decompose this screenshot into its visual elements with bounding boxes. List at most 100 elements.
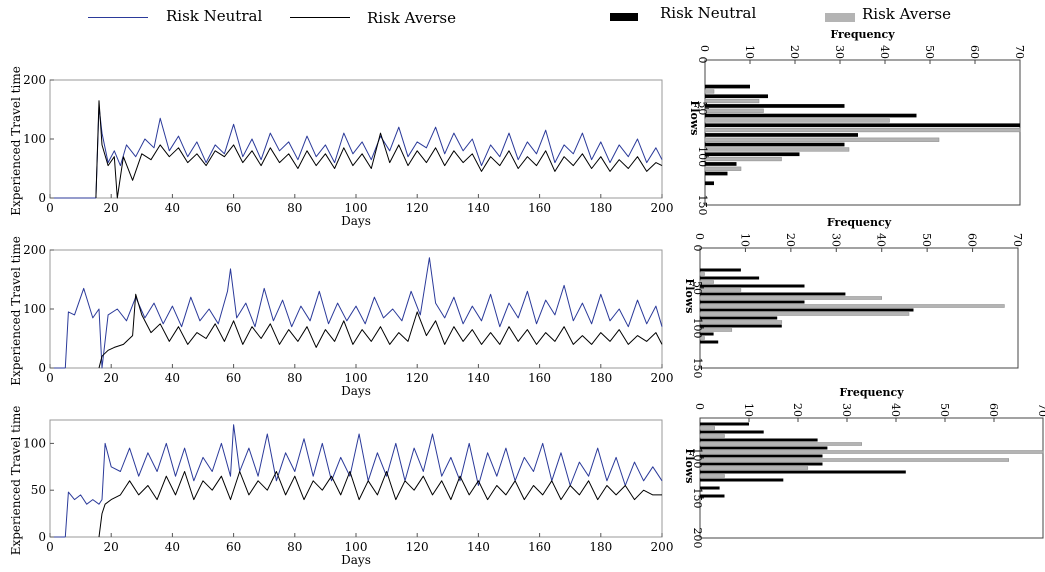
bar-risk-neutral bbox=[700, 324, 782, 328]
bar-risk-neutral bbox=[700, 300, 805, 304]
x-tick-label: 120 bbox=[406, 201, 429, 215]
plot-frame bbox=[49, 419, 663, 538]
flow-axis-label: Flows bbox=[683, 279, 696, 314]
x-tick-label: 0 bbox=[46, 540, 54, 554]
series-line-risk-neutral bbox=[64, 424, 663, 538]
x-axis-label: Days bbox=[341, 384, 371, 398]
bar-risk-averse bbox=[699, 434, 725, 438]
bar-risk-averse bbox=[704, 147, 850, 152]
bar-risk-averse bbox=[699, 474, 725, 478]
freq-tick-label: 40 bbox=[875, 233, 888, 247]
x-tick-label: 140 bbox=[467, 201, 490, 215]
bar-risk-neutral bbox=[700, 462, 823, 466]
x-axis-label: Days bbox=[341, 553, 371, 567]
y-tick-label: 100 bbox=[23, 302, 46, 316]
line-chart-1: 0 20 40 60 80 100 120 140 160 180 200 0 100 200 Days Ex… bbox=[9, 236, 673, 398]
y-axis-label: Experienced Travel time bbox=[9, 236, 23, 386]
series-line-risk-neutral bbox=[64, 257, 663, 369]
bar-risk-neutral bbox=[700, 292, 846, 296]
freq-tick-label: 0 bbox=[698, 45, 711, 52]
x-tick-label: 80 bbox=[287, 201, 302, 215]
bar-risk-neutral bbox=[705, 113, 917, 118]
bar-chart-1: 0 10 20 30 40 50 60 70 Frequency 0 50 100 150 Flows bbox=[683, 216, 1024, 379]
freq-tick-label: 10 bbox=[738, 233, 751, 247]
flow-tick-label: 100 bbox=[691, 318, 704, 339]
bar-risk-neutral bbox=[700, 316, 778, 320]
freq-tick-label: 60 bbox=[966, 233, 979, 247]
x-tick-label: 180 bbox=[589, 201, 612, 215]
freq-tick-label: 0 bbox=[693, 233, 706, 240]
series-line-risk-neutral bbox=[95, 106, 663, 199]
x-tick-label: 80 bbox=[287, 540, 302, 554]
legend-label-risk-averse: Risk Averse bbox=[367, 9, 456, 27]
freq-tick-label: 30 bbox=[829, 233, 842, 247]
flow-axis-label: Flows bbox=[688, 101, 701, 136]
series-line-risk-averse bbox=[95, 100, 663, 199]
bar-risk-neutral bbox=[705, 84, 750, 89]
bar-risk-averse bbox=[699, 466, 809, 470]
freq-tick-label: 40 bbox=[878, 45, 891, 59]
bar-risk-neutral bbox=[705, 104, 845, 108]
freq-tick-label: 20 bbox=[784, 233, 797, 247]
freq-tick-label: 40 bbox=[889, 403, 902, 417]
x-tick-label: 20 bbox=[104, 540, 119, 554]
freq-tick-label: 70 bbox=[1011, 233, 1024, 247]
y-tick-label: 200 bbox=[23, 73, 46, 87]
flow-tick-label: 150 bbox=[696, 195, 709, 216]
freq-tick-label: 50 bbox=[923, 45, 936, 59]
x-tick-label: 80 bbox=[287, 371, 302, 385]
x-tick-label: 180 bbox=[589, 540, 612, 554]
bar-risk-neutral bbox=[700, 454, 823, 458]
bar-risk-averse bbox=[699, 450, 1044, 454]
y-tick-label: 50 bbox=[31, 483, 46, 497]
bar-risk-neutral bbox=[700, 308, 914, 312]
bar-frame bbox=[699, 417, 1044, 539]
x-tick-label: 200 bbox=[651, 371, 674, 385]
bar-risk-neutral bbox=[705, 133, 858, 137]
x-tick-label: 0 bbox=[46, 371, 54, 385]
freq-tick-label: 50 bbox=[920, 233, 933, 247]
legend-swatch-risk-neutral-bar bbox=[610, 13, 638, 21]
y-tick-label: 200 bbox=[23, 243, 46, 257]
bar-risk-averse bbox=[704, 108, 764, 113]
bar-risk-averse bbox=[699, 272, 705, 276]
freq-tick-label: 70 bbox=[1036, 403, 1045, 417]
flow-tick-label: 150 bbox=[691, 488, 704, 509]
flow-tick-label: 50 bbox=[696, 101, 709, 115]
freq-tick-label: 60 bbox=[968, 45, 981, 59]
bar-risk-neutral bbox=[705, 181, 714, 186]
y-tick-label: 0 bbox=[38, 191, 46, 205]
bar-risk-averse bbox=[699, 442, 862, 446]
freq-axis-label: Frequency bbox=[839, 386, 904, 399]
x-tick-label: 100 bbox=[345, 371, 368, 385]
line-chart-0: 0 20 40 60 80 100 120 140 160 180 200 0 100 200 Days Ex… bbox=[9, 66, 673, 228]
x-tick-label: 140 bbox=[467, 540, 490, 554]
legend-line-risk-neutral bbox=[88, 17, 148, 18]
bar-risk-averse bbox=[699, 296, 882, 300]
legend-label-risk-averse-bar: Risk Averse bbox=[862, 5, 951, 23]
bar-risk-averse bbox=[704, 156, 782, 162]
x-tick-label: 100 bbox=[345, 540, 368, 554]
bar-risk-neutral bbox=[700, 340, 719, 344]
flow-tick-label: 100 bbox=[696, 146, 709, 167]
x-tick-label: 100 bbox=[345, 201, 368, 215]
bar-risk-averse bbox=[699, 288, 742, 292]
x-tick-label: 160 bbox=[528, 371, 551, 385]
bar-chart-2: 0 10 20 30 40 50 60 70 Frequency 100 150 200 Flows bbox=[683, 386, 1045, 549]
flow-tick-label: 50 bbox=[691, 281, 704, 295]
bar-risk-averse bbox=[704, 166, 742, 171]
x-tick-label: 160 bbox=[528, 540, 551, 554]
x-tick-label: 200 bbox=[651, 540, 674, 554]
flow-tick-label: 0 bbox=[696, 57, 709, 64]
freq-tick-label: 30 bbox=[840, 403, 853, 417]
bar-risk-neutral bbox=[705, 162, 737, 166]
bar-risk-neutral bbox=[700, 284, 805, 288]
bar-risk-neutral bbox=[700, 430, 764, 434]
flow-tick-label: 0 bbox=[691, 245, 704, 252]
flow-axis-label: Flows bbox=[683, 449, 696, 484]
freq-tick-label: 50 bbox=[938, 403, 951, 417]
bar-risk-neutral bbox=[700, 494, 725, 498]
x-tick-label: 120 bbox=[406, 371, 429, 385]
freq-axis-label: Frequency bbox=[827, 216, 892, 229]
